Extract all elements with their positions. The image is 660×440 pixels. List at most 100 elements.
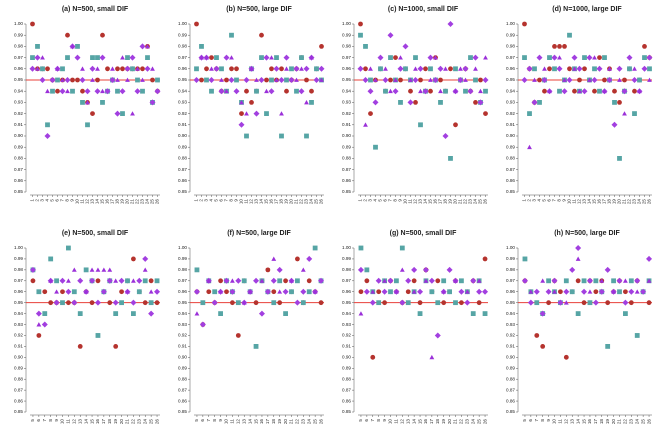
y-tick-label: 0.85 bbox=[14, 409, 23, 414]
x-tick-label: 13 bbox=[254, 199, 259, 205]
point bbox=[155, 77, 160, 83]
x-tick-label: 16 bbox=[597, 199, 602, 205]
point bbox=[464, 289, 470, 294]
point bbox=[378, 66, 383, 72]
point bbox=[562, 77, 567, 82]
point bbox=[592, 55, 597, 60]
y-tick-label: 0.95 bbox=[178, 77, 187, 82]
y-tick-label: 0.99 bbox=[14, 256, 23, 261]
point bbox=[428, 77, 433, 82]
point bbox=[533, 288, 540, 295]
point bbox=[89, 300, 95, 306]
point bbox=[279, 66, 284, 72]
y-tick-label: 0.94 bbox=[342, 88, 351, 93]
x-tick-label: 22 bbox=[459, 419, 464, 425]
panel-title: (d) N=1000, large DIF bbox=[552, 6, 622, 13]
x-tick-label: 23 bbox=[632, 199, 637, 205]
point bbox=[299, 66, 304, 71]
x-tick-label: 18 bbox=[607, 199, 612, 205]
point bbox=[453, 122, 458, 128]
y-tick-label: 0.88 bbox=[506, 156, 515, 161]
point bbox=[387, 277, 394, 284]
x-tick-label: 1 bbox=[358, 199, 363, 202]
point bbox=[476, 300, 482, 306]
y-tick-label: 0.85 bbox=[342, 409, 351, 414]
point bbox=[300, 288, 307, 295]
y-tick-label: 0.98 bbox=[14, 267, 23, 272]
point bbox=[89, 267, 95, 272]
point bbox=[448, 156, 453, 161]
x-tick-label: 23 bbox=[301, 419, 306, 425]
x-tick-label: 13 bbox=[241, 419, 246, 425]
point bbox=[148, 310, 155, 317]
point bbox=[357, 266, 364, 273]
point bbox=[581, 88, 588, 95]
point bbox=[453, 66, 458, 72]
point bbox=[528, 289, 534, 294]
y-tick-label: 0.93 bbox=[506, 100, 515, 105]
point bbox=[212, 289, 218, 295]
point bbox=[446, 266, 453, 273]
point bbox=[60, 77, 65, 82]
y-tick-label: 0.87 bbox=[342, 387, 351, 392]
point bbox=[277, 278, 283, 284]
point bbox=[269, 66, 274, 72]
point bbox=[463, 77, 468, 82]
y-tick-label: 0.98 bbox=[342, 267, 351, 272]
x-tick-label: 8 bbox=[212, 419, 217, 422]
point bbox=[458, 66, 463, 71]
point bbox=[125, 289, 130, 294]
point bbox=[95, 278, 101, 284]
x-tick-label: 19 bbox=[441, 419, 446, 425]
point bbox=[557, 44, 562, 49]
point bbox=[209, 55, 214, 60]
point bbox=[119, 88, 126, 95]
point bbox=[640, 288, 647, 295]
point bbox=[113, 311, 119, 316]
point bbox=[313, 77, 320, 83]
y-tick-label: 0.98 bbox=[506, 267, 515, 272]
point bbox=[596, 65, 603, 72]
x-tick-label: 21 bbox=[617, 419, 622, 425]
x-tick-label: 24 bbox=[473, 199, 478, 205]
point bbox=[483, 88, 488, 94]
point bbox=[241, 300, 247, 305]
point bbox=[42, 289, 48, 295]
point bbox=[575, 256, 581, 261]
point bbox=[468, 55, 473, 60]
x-tick-label: 5 bbox=[378, 199, 383, 202]
x-tick-label: 14 bbox=[83, 419, 88, 425]
point bbox=[114, 110, 121, 117]
y-tick-label: 1.00 bbox=[506, 21, 515, 26]
y-tick-label: 0.95 bbox=[342, 77, 351, 82]
point bbox=[582, 55, 587, 60]
y-tick-label: 0.97 bbox=[506, 55, 515, 60]
point bbox=[418, 77, 423, 83]
point bbox=[621, 88, 628, 95]
point bbox=[547, 55, 552, 60]
point bbox=[229, 55, 234, 60]
point bbox=[129, 54, 136, 61]
point bbox=[358, 289, 364, 295]
point bbox=[586, 277, 593, 284]
x-tick-label: 17 bbox=[438, 199, 443, 205]
point bbox=[54, 289, 59, 294]
point bbox=[99, 54, 106, 61]
x-tick-label: 12 bbox=[72, 419, 77, 425]
y-tick-label: 0.92 bbox=[14, 111, 23, 116]
point bbox=[271, 289, 277, 295]
point bbox=[39, 77, 46, 83]
y-tick-label: 0.86 bbox=[14, 178, 23, 183]
y-tick-label: 0.98 bbox=[342, 44, 351, 49]
point bbox=[218, 88, 225, 95]
x-tick-label: 22 bbox=[623, 419, 628, 425]
point bbox=[411, 289, 417, 294]
point bbox=[120, 55, 125, 60]
x-tick-label: 9 bbox=[398, 199, 403, 202]
x-tick-label: 18 bbox=[443, 199, 448, 205]
point bbox=[364, 278, 370, 284]
point bbox=[453, 88, 458, 94]
point bbox=[521, 77, 528, 83]
point bbox=[441, 300, 447, 306]
point bbox=[539, 310, 546, 317]
